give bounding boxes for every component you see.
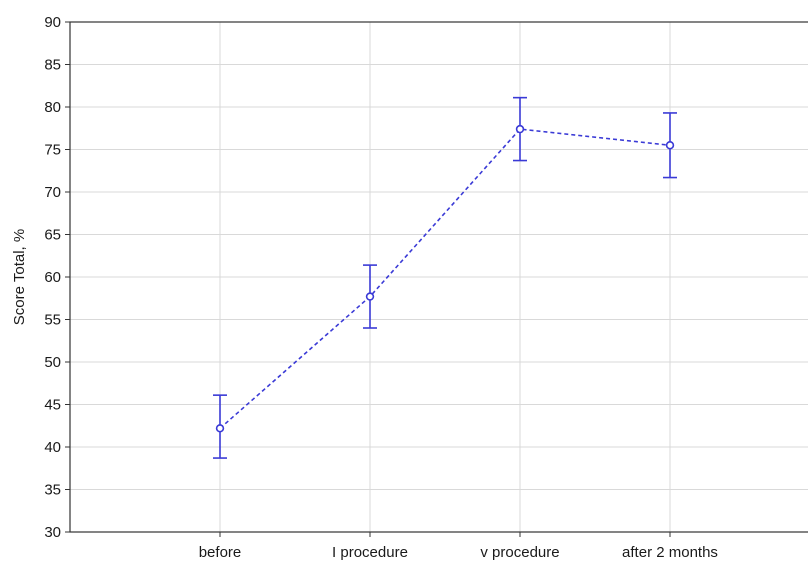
y-tick-label: 75: [44, 142, 61, 159]
y-tick-label: 55: [44, 312, 61, 329]
data-point: [215, 424, 225, 433]
series: [213, 96, 677, 459]
grid: [70, 22, 808, 532]
y-tick-label: 90: [44, 14, 61, 31]
y-tick-label: 30: [44, 524, 61, 541]
y-tick-label: 65: [44, 227, 61, 244]
y-tick-label: 85: [44, 57, 61, 74]
y-axis-title: Score Total, %: [11, 229, 28, 325]
y-tick-label: 80: [44, 99, 61, 116]
x-tick-label: v procedure: [480, 544, 559, 561]
y-tick-label: 60: [44, 269, 61, 286]
y-axis-ticks: 30 35 40 45 50 55 60 65 70 75 80 85 90: [44, 14, 70, 541]
y-tick-label: 70: [44, 184, 61, 201]
y-tick-label: 45: [44, 397, 61, 414]
x-tick-label: after 2 months: [622, 544, 718, 561]
x-tick-label: before: [199, 544, 242, 561]
y-tick-label: 35: [44, 482, 61, 499]
y-tick-label: 50: [44, 354, 61, 371]
data-point: [515, 124, 525, 134]
series-line: [219, 128, 671, 429]
data-point: [365, 292, 375, 301]
y-tick-label: 40: [44, 439, 61, 456]
data-point: [665, 141, 675, 150]
x-tick-label: I procedure: [332, 544, 408, 561]
x-axis-ticks: before I procedure v procedure after 2 mont…: [199, 532, 718, 561]
